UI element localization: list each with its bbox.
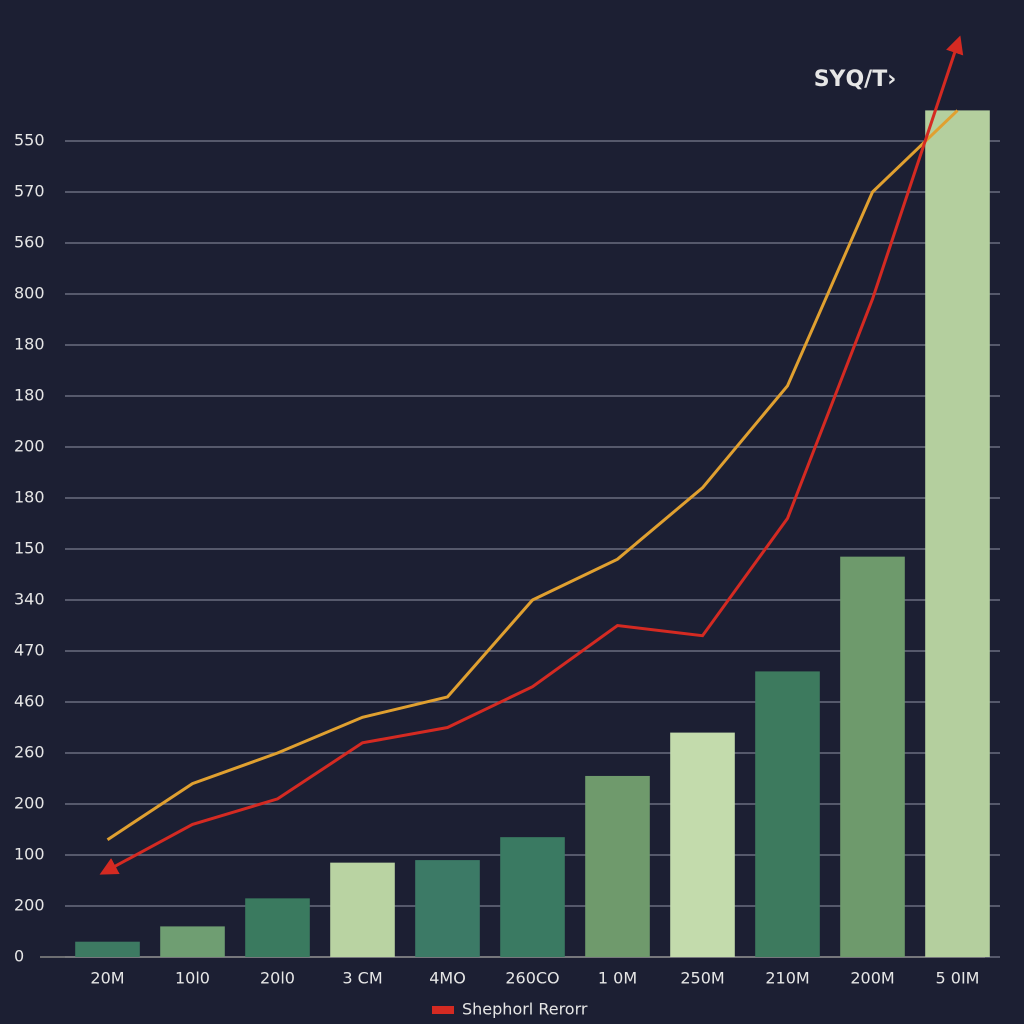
- x-tick-label: 210M: [765, 969, 809, 988]
- x-tick-label: 20l0: [260, 969, 295, 988]
- bar: [925, 110, 990, 957]
- line-series: [99, 35, 964, 875]
- y-tick-label: 200: [14, 794, 45, 813]
- y-tick-label: 470: [14, 641, 45, 660]
- bar: [840, 556, 905, 957]
- y-tick-label: 340: [14, 590, 45, 609]
- y-tick-label: 570: [14, 182, 45, 201]
- annotation: SYQ/T›: [814, 67, 897, 92]
- bar: [755, 671, 820, 957]
- y-tick-label: 180: [14, 386, 45, 405]
- x-tick-label: 5 0IM: [936, 969, 980, 988]
- bar: [585, 775, 650, 957]
- y-tick-label: 460: [14, 692, 45, 711]
- y-tick-label: 200: [14, 437, 45, 456]
- y-tick-label: 550: [14, 131, 45, 150]
- x-tick-label: 200M: [850, 969, 894, 988]
- x-tick-label: 4MO: [429, 969, 466, 988]
- y-tick-label: 150: [14, 539, 45, 558]
- bar: [160, 926, 225, 957]
- bar: [75, 941, 140, 957]
- legend-swatch: [432, 1006, 454, 1014]
- bar: [330, 862, 395, 957]
- x-tick-label: 3 CM: [342, 969, 382, 988]
- y-tick-label: 180: [14, 488, 45, 507]
- x-tick-label: 250M: [680, 969, 724, 988]
- x-tick-label: 1 0M: [598, 969, 637, 988]
- bar: [500, 837, 565, 957]
- x-tick-label: 260CO: [505, 969, 559, 988]
- y-tick-label: 800: [14, 284, 45, 303]
- bar: [245, 898, 310, 957]
- y-tick-label: 180: [14, 335, 45, 354]
- bar: [415, 860, 480, 957]
- y-tick-label: 560: [14, 233, 45, 252]
- y-tick-label: 200: [14, 896, 45, 915]
- y-tick-label: 260: [14, 743, 45, 762]
- legend-label: Shephorl Rerorr: [462, 1000, 588, 1019]
- y-tick-label: 0: [14, 947, 24, 966]
- bar: [670, 732, 735, 957]
- x-tick-label: 20M: [90, 969, 124, 988]
- y-tick-label: 100: [14, 845, 45, 864]
- x-tick-label: 10l0: [175, 969, 210, 988]
